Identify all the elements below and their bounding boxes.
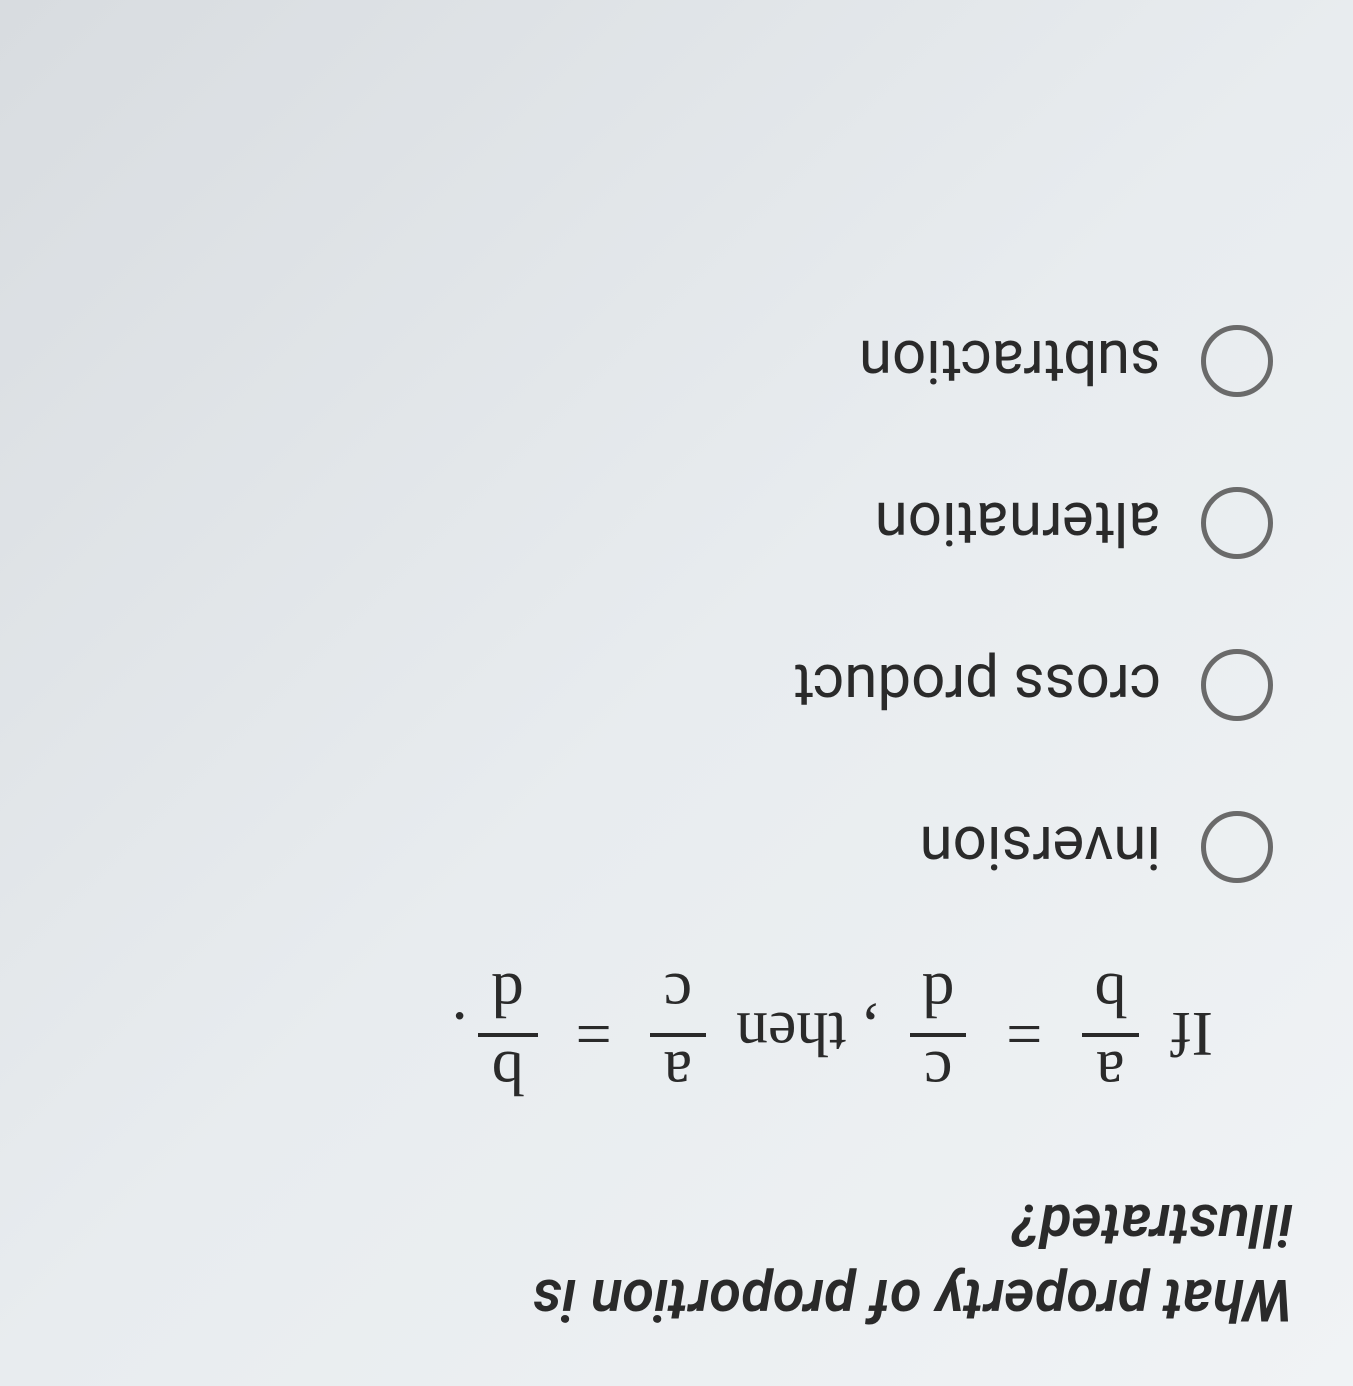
frac3-numerator: a <box>650 1033 706 1105</box>
frac4-numerator: b <box>478 1033 538 1105</box>
option-label: alternation <box>875 488 1161 559</box>
frac3-denominator: c <box>650 963 706 1033</box>
option-label: inversion <box>920 812 1161 883</box>
question-line-2: illustrated? <box>1012 1190 1293 1258</box>
question-prompt: What property of proportion is illustrat… <box>60 1185 1293 1336</box>
fraction-3: a c <box>650 963 706 1105</box>
eq-suffix: . <box>452 997 468 1071</box>
frac2-denominator: d <box>908 963 968 1033</box>
option-inversion[interactable]: inversion <box>60 811 1273 883</box>
frac1-denominator: b <box>1080 963 1140 1033</box>
radio-icon[interactable] <box>1201 649 1273 721</box>
fraction-2: c d <box>908 963 968 1105</box>
option-label: subtraction <box>859 326 1161 397</box>
eq-mid: , then <box>736 997 878 1071</box>
fraction-4: b d <box>478 963 538 1105</box>
equals-2: = <box>576 997 612 1071</box>
quiz-container: What property of proportion is illustrat… <box>0 275 1353 1386</box>
fraction-1: a b <box>1080 963 1140 1105</box>
radio-icon[interactable] <box>1201 487 1273 559</box>
eq-prefix: If <box>1170 997 1213 1071</box>
frac1-numerator: a <box>1082 1033 1138 1105</box>
radio-icon[interactable] <box>1201 325 1273 397</box>
equals-1: = <box>1006 997 1042 1071</box>
frac4-denominator: d <box>478 963 538 1033</box>
option-cross-product[interactable]: cross product <box>60 649 1273 721</box>
options-list: inversion cross product alternation subt… <box>60 325 1293 883</box>
option-alternation[interactable]: alternation <box>60 487 1273 559</box>
option-label: cross product <box>793 650 1161 721</box>
equation-display: If a b = c d , then a c = b d . <box>60 963 1293 1105</box>
question-line-1: What property of proportion is <box>533 1265 1294 1333</box>
option-subtraction[interactable]: subtraction <box>60 325 1273 397</box>
frac2-numerator: c <box>910 1033 966 1105</box>
radio-icon[interactable] <box>1201 811 1273 883</box>
